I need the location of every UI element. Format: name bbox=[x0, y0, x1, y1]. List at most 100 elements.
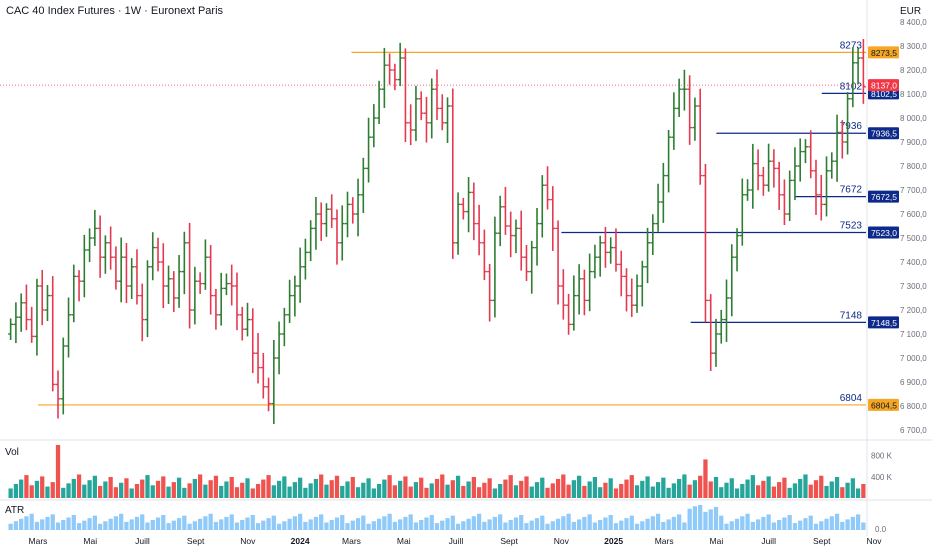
ohlc-bar bbox=[166, 265, 172, 304]
ohlc-bar bbox=[176, 255, 182, 308]
atr-bar bbox=[424, 517, 429, 530]
atr-bar bbox=[245, 517, 250, 530]
atr-bar bbox=[524, 523, 529, 530]
volume-bar bbox=[113, 487, 119, 498]
atr-bar bbox=[698, 505, 703, 530]
volume-bar bbox=[603, 482, 608, 498]
x-tick-label: Sept bbox=[187, 536, 205, 546]
volume-bar bbox=[250, 488, 255, 498]
ohlc-bar bbox=[650, 214, 656, 256]
ohlc-bar bbox=[213, 288, 219, 330]
x-tick-label: Juill bbox=[135, 536, 150, 546]
volume-bar bbox=[450, 480, 455, 498]
x-tick-label: Nov bbox=[240, 536, 256, 546]
volume-bar bbox=[529, 486, 534, 498]
ohlc-bar bbox=[808, 130, 814, 179]
atr-bar bbox=[408, 514, 413, 530]
ohlc-bar bbox=[766, 143, 772, 192]
volume-bar bbox=[313, 478, 319, 498]
atr-bar bbox=[519, 515, 524, 530]
atr-bar bbox=[798, 520, 803, 530]
volume-bar bbox=[329, 480, 334, 498]
atr-bar bbox=[487, 519, 492, 530]
volume-bar bbox=[61, 487, 66, 498]
atr-bar bbox=[592, 522, 598, 530]
atr-bar bbox=[308, 519, 313, 530]
ohlc-bar bbox=[781, 179, 787, 226]
atr-bar bbox=[266, 518, 271, 530]
atr-bar bbox=[203, 516, 208, 530]
volume-bar bbox=[255, 484, 261, 498]
ohlc-bar bbox=[702, 163, 708, 323]
volume-bar bbox=[482, 482, 487, 498]
volume-bar bbox=[187, 483, 192, 498]
atr-bar bbox=[598, 520, 603, 530]
ohlc-bar bbox=[787, 170, 793, 221]
ohlc-bar bbox=[418, 91, 424, 121]
volume-bar bbox=[403, 476, 408, 498]
level-axis-label: 8102,5 bbox=[871, 89, 897, 99]
atr-bar bbox=[561, 516, 566, 530]
volume-bar bbox=[203, 484, 208, 498]
ohlc-bar bbox=[860, 39, 866, 104]
ohlc-bar bbox=[313, 196, 319, 250]
volume-bar bbox=[176, 477, 182, 498]
ohlc-bar bbox=[423, 96, 429, 143]
ohlc-bar bbox=[376, 80, 382, 124]
x-tick-label: 2025 bbox=[604, 536, 623, 546]
ohlc-bar bbox=[445, 97, 451, 143]
x-tick-label: Nov bbox=[866, 536, 882, 546]
atr-bar bbox=[282, 521, 287, 530]
ohlc-bar bbox=[202, 239, 208, 290]
volume-bar bbox=[713, 477, 719, 498]
atr-bar bbox=[250, 515, 255, 530]
ohlc-bar bbox=[97, 215, 103, 278]
atr-bar bbox=[513, 517, 519, 530]
atr-bar bbox=[771, 522, 777, 530]
ohlc-bar bbox=[134, 249, 140, 305]
ohlc-bar bbox=[387, 53, 393, 85]
atr-bar bbox=[182, 515, 187, 530]
volume-bar bbox=[677, 478, 682, 498]
volume-bar bbox=[534, 482, 540, 498]
atr-bar bbox=[224, 516, 229, 530]
atr-bar bbox=[840, 521, 845, 530]
volume-bar bbox=[213, 475, 219, 498]
ohlc-bar bbox=[292, 275, 298, 317]
ohlc-bar bbox=[834, 114, 840, 182]
atr-bar bbox=[461, 521, 466, 530]
ohlc-bar bbox=[23, 284, 29, 331]
level-axis-badge bbox=[868, 127, 899, 140]
volume-bar bbox=[287, 486, 292, 498]
volume-bar bbox=[503, 479, 508, 498]
atr-bar bbox=[824, 518, 829, 530]
volume-bar bbox=[645, 476, 650, 498]
price-tick-label: 7 900,0 bbox=[900, 138, 927, 147]
atr-bar bbox=[55, 522, 61, 530]
atr-bar bbox=[276, 523, 282, 530]
volume-bar bbox=[798, 478, 803, 498]
ohlc-bar bbox=[824, 156, 830, 217]
ohlc-bar bbox=[434, 69, 440, 120]
ohlc-bar bbox=[513, 219, 519, 254]
atr-bar bbox=[387, 513, 392, 530]
ohlc-bar bbox=[334, 209, 340, 265]
ohlc-bar bbox=[529, 240, 535, 294]
ohlc-bar bbox=[413, 85, 419, 142]
atr-bar bbox=[782, 517, 787, 530]
volume-bar bbox=[619, 484, 624, 498]
volume-bar bbox=[140, 479, 145, 498]
ohlc-bar bbox=[666, 130, 672, 193]
atr-bar bbox=[319, 514, 324, 530]
atr-bar bbox=[682, 522, 687, 530]
horizontal-levels: 8273 8273,5 8102 8102,5 7936 7936,5 7672 7672,5… bbox=[0, 40, 899, 411]
ohlc-bar bbox=[29, 306, 35, 343]
ohlc-bar bbox=[476, 204, 482, 256]
atr-bar bbox=[655, 513, 661, 530]
ohlc-bar bbox=[350, 197, 356, 224]
volume-bar bbox=[229, 477, 234, 498]
ohlc-bar bbox=[597, 235, 603, 277]
ohlc-bar bbox=[455, 192, 461, 255]
volume-bar bbox=[161, 476, 166, 498]
